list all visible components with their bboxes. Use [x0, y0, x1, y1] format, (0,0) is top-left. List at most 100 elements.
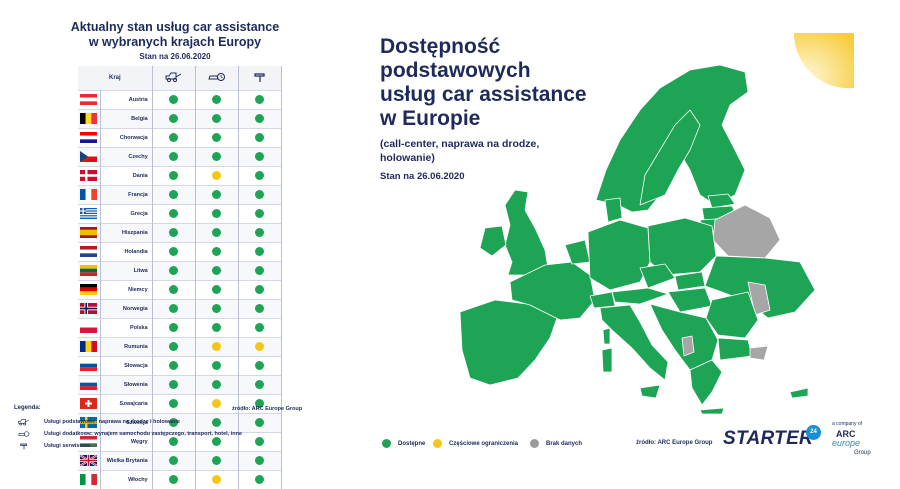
status-cell: [238, 355, 283, 375]
header-service-icon: [238, 66, 283, 90]
status-cell: [152, 127, 196, 147]
status-dot: [255, 303, 265, 313]
status-dot: [255, 113, 265, 123]
flag-cell: [78, 203, 101, 223]
status-dot: [212, 341, 222, 351]
map-subtitle: (call-center, naprawa na drodze, holowan…: [380, 137, 610, 165]
map-slovakia: [674, 271, 706, 291]
table-row: Chorwacja: [78, 127, 283, 147]
legend-extra-text: Usługi dodatkowe: wynajem samochodu zast…: [44, 431, 243, 437]
flag-greece-icon: [80, 207, 97, 219]
status-dot: [255, 360, 265, 370]
flag-denmark-icon: [80, 169, 97, 181]
status-dot: [212, 322, 222, 332]
map-sweden-inner: [639, 109, 701, 206]
status-dot: [169, 132, 179, 142]
status-dot: [255, 132, 265, 142]
country-name: Polska: [100, 317, 153, 337]
flag-croatia-icon: [80, 131, 97, 143]
status-cell: [195, 317, 239, 337]
legend-nodata-text: Brak danych: [546, 440, 583, 447]
status-dot: [169, 170, 179, 180]
status-dot: [169, 284, 179, 294]
flag-slovakia-icon: [80, 359, 97, 371]
status-cell: [152, 336, 196, 356]
table-row: Włochy: [78, 469, 283, 489]
status-cell: [195, 146, 239, 166]
status-dot: [212, 474, 222, 484]
country-name: Hiszpania: [100, 222, 153, 242]
status-dot: [169, 360, 179, 370]
status-dot: [169, 227, 179, 237]
status-cell: [152, 355, 196, 375]
car-clock-icon: [18, 431, 30, 437]
status-cell: [152, 393, 196, 413]
country-name: Austria: [100, 89, 153, 109]
status-dot: [255, 265, 265, 275]
status-dot: [255, 189, 265, 199]
table-row: Słowenia: [78, 374, 283, 394]
map-source: źródło: ARC Europe Group: [636, 440, 713, 446]
status-cell: [238, 298, 283, 318]
status-dot: [169, 94, 179, 104]
status-cell: [238, 279, 283, 299]
legend-available: Dostępne: [382, 439, 425, 448]
status-dot: [169, 113, 179, 123]
table-row: Grecja: [78, 203, 283, 223]
status-cell: [238, 450, 283, 470]
flag-belgium-icon: [80, 112, 97, 124]
flag-cell: [78, 241, 101, 261]
status-dot: [212, 94, 222, 104]
status-dot: [212, 284, 222, 294]
status-cell: [238, 127, 283, 147]
flag-switzerland-icon: [80, 397, 97, 409]
status-cell: [238, 336, 283, 356]
status-dot: [169, 474, 179, 484]
status-dot: [212, 208, 222, 218]
status-dot: [169, 417, 179, 427]
legend-available-text: Dostępne: [398, 440, 426, 447]
status-cell: [195, 374, 239, 394]
table-title: Aktualny stan usług car assistance w wyb…: [40, 20, 310, 50]
flag-sweden-icon: [80, 416, 97, 428]
status-dot: [255, 474, 265, 484]
map-romania: [705, 291, 759, 339]
status-dot: [212, 417, 222, 427]
gray-dot-icon: [530, 439, 539, 448]
status-cell: [238, 146, 283, 166]
status-dot: [169, 189, 179, 199]
flag-cell: [78, 146, 101, 166]
flag-uk-icon: [80, 454, 97, 466]
status-dot: [212, 151, 222, 161]
status-dot: [169, 265, 179, 275]
map-estonia: [707, 193, 736, 209]
company-of-text: a company of: [832, 421, 863, 427]
flag-cell: [78, 184, 101, 204]
table-row: Niemcy: [78, 279, 283, 299]
status-dot: [255, 379, 265, 389]
status-cell: [195, 431, 239, 451]
map-switzerland: [589, 291, 616, 309]
tow-truck-icon: [165, 72, 181, 82]
map-albania: [681, 335, 695, 357]
map-title-line3: usług car assistance: [380, 83, 587, 106]
map-corsica: [602, 327, 611, 345]
table-row: Szwajcaria: [78, 393, 283, 413]
table-row: Czechy: [78, 146, 283, 166]
green-dot-icon: [382, 439, 391, 448]
country-name: Litwa: [100, 260, 153, 280]
status-cell: [195, 450, 239, 470]
status-dot: [212, 265, 222, 275]
status-dot: [169, 436, 179, 446]
flag-slovenia-icon: [80, 378, 97, 390]
table-row: Węgry: [78, 431, 283, 451]
country-name: Szwecja: [100, 412, 153, 432]
status-cell: [152, 165, 196, 185]
flag-cell: [78, 431, 101, 451]
status-cell: [152, 89, 196, 109]
status-cell: [152, 260, 196, 280]
status-cell: [152, 279, 196, 299]
status-cell: [195, 393, 239, 413]
map-austria: [611, 287, 669, 305]
table-row: Hiszpania: [78, 222, 283, 242]
